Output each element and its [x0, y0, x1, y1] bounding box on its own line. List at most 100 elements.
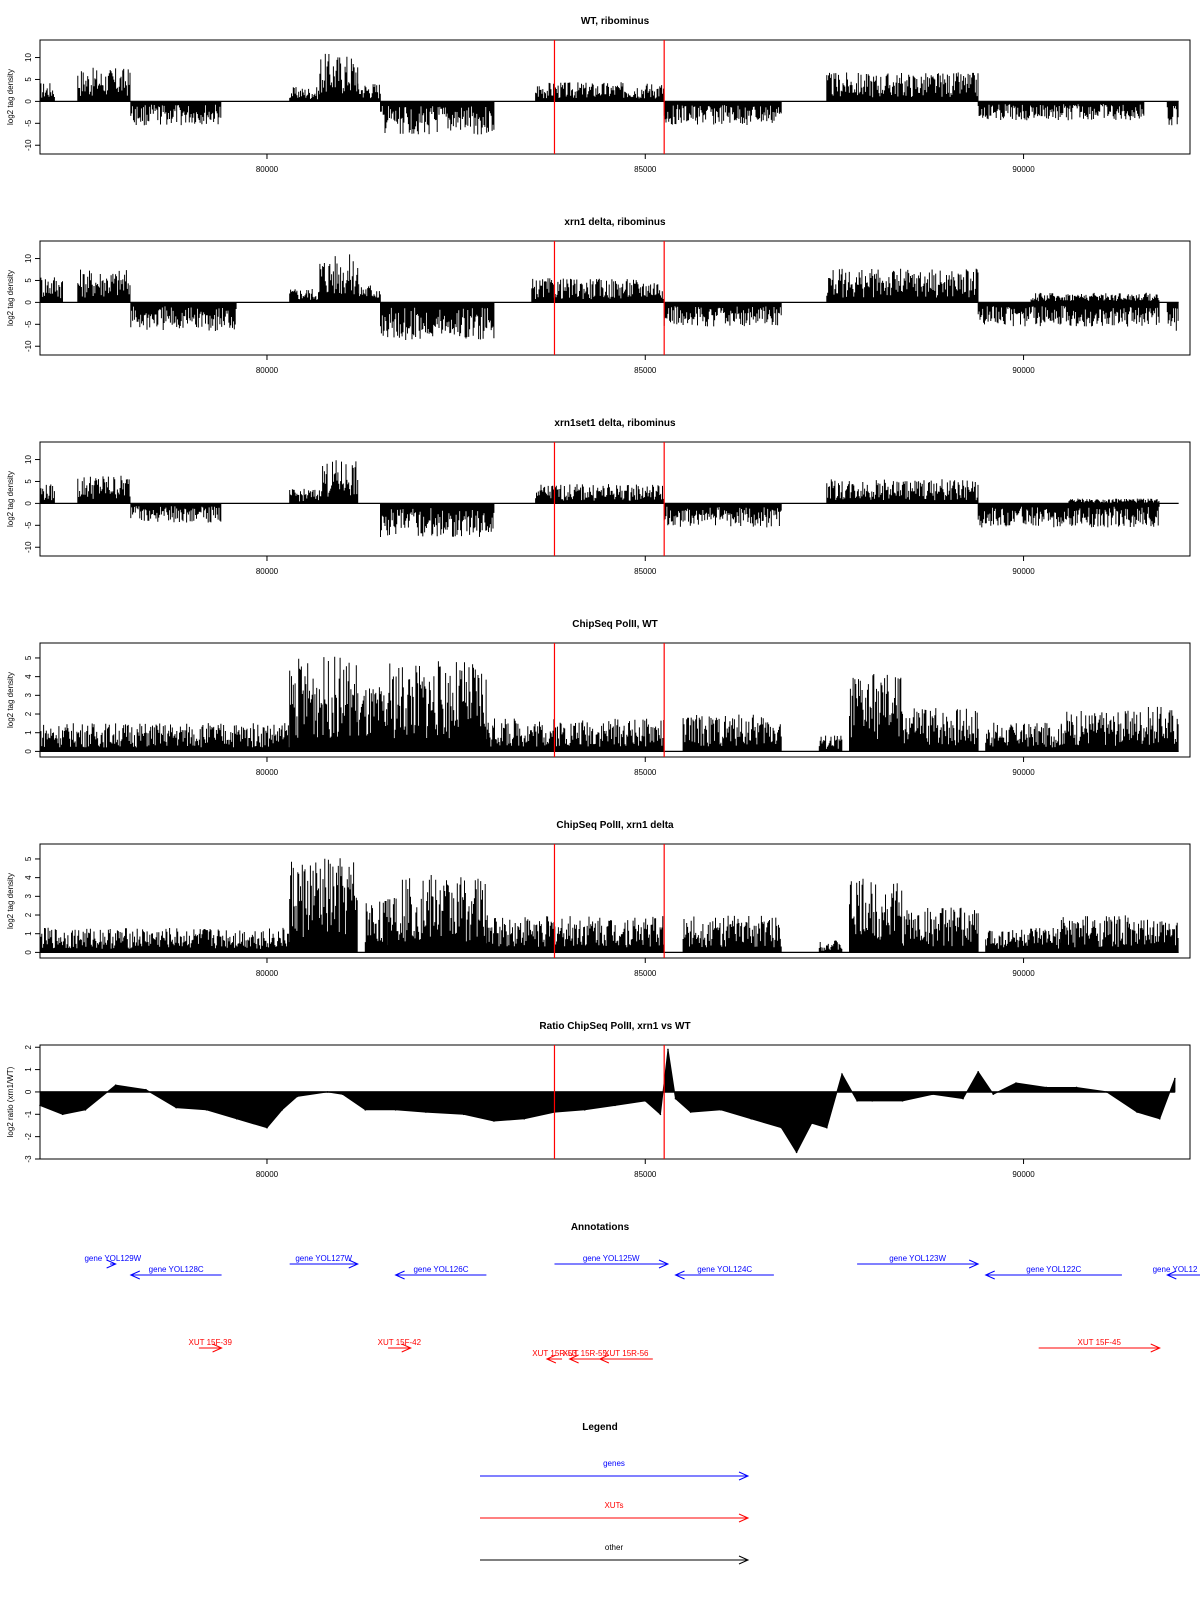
ratio-point [583, 1109, 586, 1111]
x-tick-label: 85000 [634, 1170, 657, 1179]
data-segment [1129, 919, 1179, 953]
y-axis-label: log2 tag density [6, 270, 15, 326]
x-tick-label: 80000 [256, 366, 279, 375]
y-axis-label: log2 tag density [6, 69, 15, 125]
y-tick-label: 3 [24, 693, 33, 698]
density-bars [319, 460, 359, 504]
ratio-point [114, 1084, 117, 1087]
gene-label: gene YOL128C [149, 1265, 204, 1274]
density-bars [387, 661, 487, 752]
x-tick-label: 85000 [634, 567, 657, 576]
density-bars [1166, 101, 1179, 126]
ratio-point [667, 1048, 669, 1051]
data-segment [535, 484, 664, 504]
x-tick-label: 90000 [1012, 165, 1035, 174]
y-tick-label: 3 [24, 894, 33, 899]
y-tick-label: -2 [24, 1133, 33, 1141]
legend-label: genes [603, 1459, 625, 1468]
density-bars [1030, 292, 1160, 303]
ratio-point [39, 1104, 41, 1107]
y-tick-label: -5 [24, 119, 33, 127]
panel-title: Ratio ChipSeq PolII, xrn1 vs WT [539, 1021, 690, 1032]
density-bars [485, 915, 665, 953]
y-axis-label: log2 ratio (xrn1/WT) [6, 1066, 15, 1137]
plot-frame [39, 843, 1191, 959]
xut-label: XUT 15R-56 [604, 1349, 649, 1358]
density-bars [682, 915, 782, 953]
ratio-point [841, 1073, 843, 1075]
density-bars [849, 878, 903, 953]
series-data [39, 656, 1179, 752]
series-data [39, 460, 1179, 537]
gene-label: gene YOL129W [84, 1254, 141, 1263]
data-segment [364, 901, 389, 953]
data-segment [977, 101, 1145, 121]
gene-label: gene YOL126C [413, 1265, 468, 1274]
y-tick-label: 1 [24, 1067, 33, 1072]
ratio-point [901, 1100, 904, 1102]
data-segment [663, 503, 782, 528]
panel-3: xrn1set1 delta, ribominus log2 tag densit… [6, 418, 1191, 576]
panel-1: WT, ribominus log2 tag density -10 -5 0 5 10 80… [6, 16, 1191, 174]
data-segment [902, 907, 979, 953]
density-bars [364, 901, 389, 953]
data-segment [1060, 710, 1130, 752]
density-bars [130, 101, 222, 126]
density-bars [1129, 919, 1179, 953]
y-tick-label: 10 [24, 254, 33, 263]
plot-frame [39, 441, 1191, 557]
data-segment [77, 67, 131, 102]
x-tick-label: 80000 [256, 165, 279, 174]
gene-arrow: gene YOL129W [84, 1254, 142, 1269]
x-tick-label: 85000 [634, 165, 657, 174]
density-bars [77, 269, 131, 303]
gene-label: gene YOL123W [889, 1254, 946, 1263]
x-tick-label: 85000 [634, 366, 657, 375]
data-segment [663, 302, 782, 327]
panel-2: xrn1 delta, ribominus log2 tag density -10… [6, 217, 1191, 375]
density-bars [289, 87, 320, 102]
ratio-point [145, 1088, 147, 1091]
annotations-title: Annotations [571, 1222, 630, 1233]
data-segment [289, 656, 358, 752]
ratio-point [1075, 1086, 1078, 1089]
ratio-point [689, 1111, 692, 1113]
density-bars [387, 875, 487, 953]
ratio-point [810, 1122, 813, 1125]
data-segment [1060, 915, 1130, 953]
data-segment [39, 83, 55, 102]
density-bars [357, 687, 388, 752]
xut-arrow: XUT 15F-42 [378, 1338, 422, 1353]
data-segment [289, 488, 320, 504]
xut-arrow: XUT 15R-53 [532, 1349, 577, 1364]
data-segment [319, 254, 359, 303]
panel-title: WT, ribominus [581, 16, 650, 27]
y-tick-label: 2 [24, 1044, 33, 1049]
density-bars [380, 101, 495, 135]
density-bars [130, 302, 237, 331]
ratio-point [977, 1071, 979, 1073]
density-bars [977, 302, 1160, 327]
x-tick-label: 85000 [634, 969, 657, 978]
y-tick-label: 0 [24, 1089, 33, 1094]
panel-4: ChipSeq PolII, WT log2 tag density 0 1 2 3 4 5 8… [6, 619, 1191, 777]
data-segment [380, 101, 495, 135]
gene-arrow: gene YOL128C [129, 1265, 222, 1280]
xut-arrow: XUT 15F-39 [189, 1338, 232, 1353]
density-bars [818, 940, 843, 953]
gene-arrow: gene YOL12 [1153, 1265, 1200, 1280]
density-bars [1060, 710, 1130, 752]
legend: Legend genes XUTs other [480, 1422, 750, 1565]
data-segment [357, 83, 381, 102]
density-bars [977, 503, 1160, 528]
density-bars [902, 708, 979, 752]
ratio-point [931, 1093, 934, 1095]
data-segment [357, 687, 388, 752]
gene-label: gene YOL12 [1153, 1265, 1198, 1274]
ratio-point [493, 1120, 495, 1122]
density-bars [535, 82, 664, 102]
density-bars [1060, 915, 1130, 953]
data-segment [682, 714, 782, 752]
data-segment [387, 661, 487, 752]
data-segment [531, 278, 665, 303]
